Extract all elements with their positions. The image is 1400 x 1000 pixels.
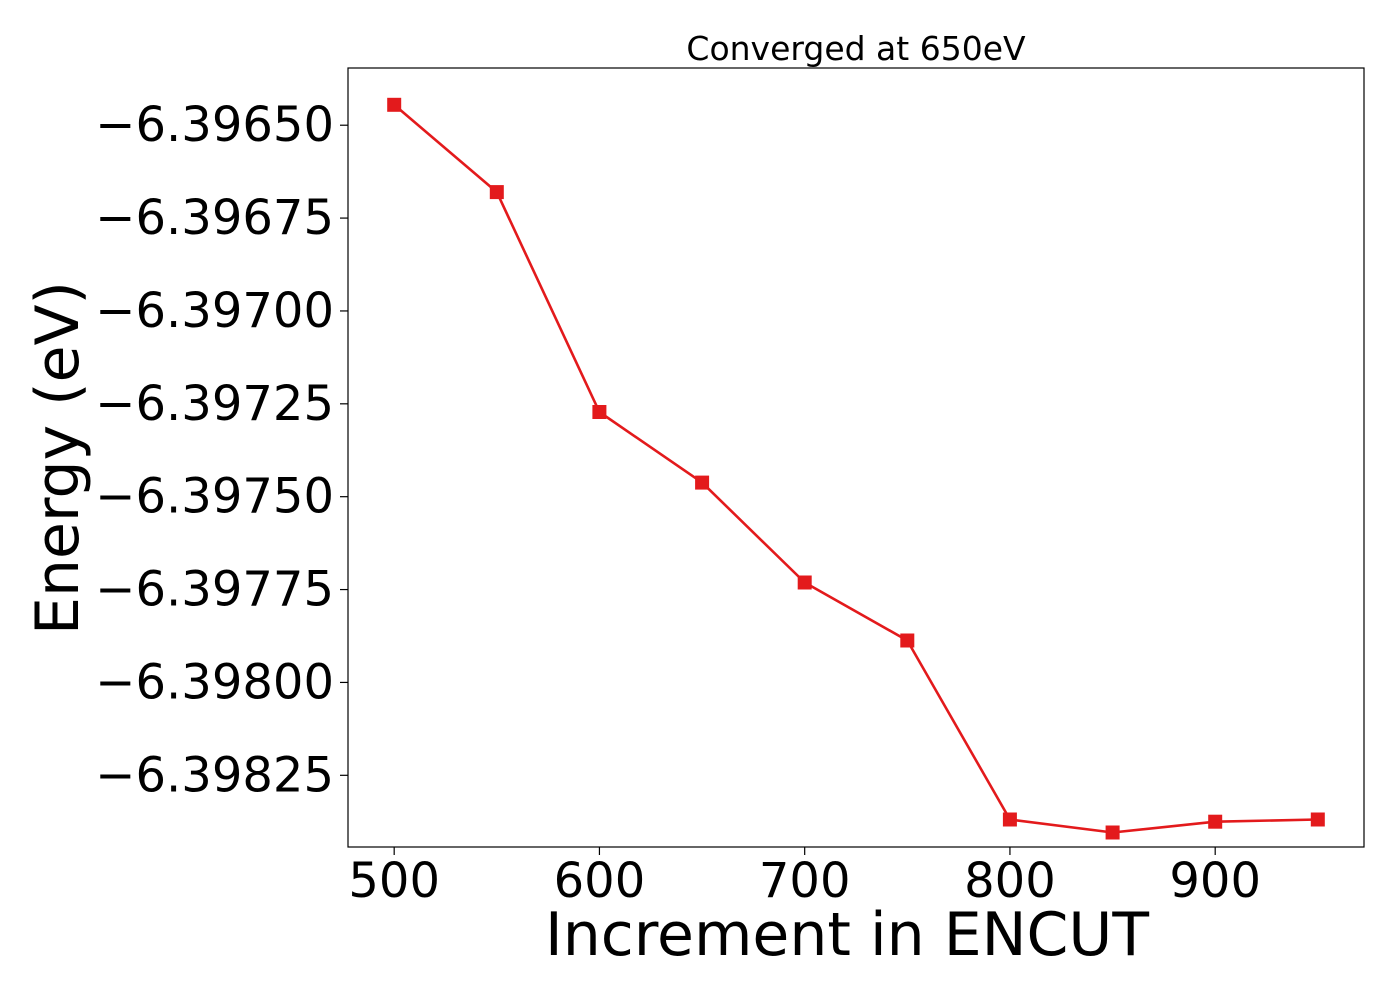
series-markers bbox=[387, 97, 1325, 840]
y-axis-label: Energy (eV) bbox=[23, 281, 93, 635]
y-tick-label: −6.39775 bbox=[95, 562, 334, 618]
x-tick-label: 900 bbox=[1169, 853, 1261, 909]
data-point bbox=[489, 185, 504, 200]
data-point bbox=[900, 633, 915, 648]
y-tick-label: −6.39750 bbox=[95, 469, 334, 525]
y-tick-label: −6.39700 bbox=[95, 283, 334, 339]
data-point bbox=[1105, 825, 1120, 840]
series-line bbox=[393, 103, 1318, 834]
x-tick-label: 700 bbox=[759, 853, 851, 909]
y-tick-label: −6.39800 bbox=[95, 654, 334, 710]
data-point bbox=[592, 405, 607, 419]
y-tick-label: −6.39725 bbox=[95, 376, 334, 432]
data-point bbox=[387, 97, 402, 112]
y-tick-label: −6.39675 bbox=[95, 190, 334, 246]
x-tick-label: 800 bbox=[964, 853, 1056, 909]
y-tick-label: −6.39650 bbox=[95, 97, 334, 153]
x-tick-label: 500 bbox=[348, 853, 440, 909]
x-axis-ticks: 500 600 700 800 900 bbox=[348, 847, 1261, 909]
data-point bbox=[1310, 812, 1325, 827]
x-tick-label: 600 bbox=[554, 853, 646, 909]
data-point bbox=[1002, 812, 1017, 827]
y-axis-ticks: −6.39650 −6.39675 −6.39700 −6.39725 −6.39750… bbox=[95, 97, 348, 803]
data-point bbox=[797, 575, 812, 590]
data-point bbox=[695, 475, 710, 490]
y-tick-label: −6.39825 bbox=[95, 747, 334, 803]
data-point bbox=[1208, 814, 1223, 829]
x-axis-label: Increment in ENCUT bbox=[545, 900, 1149, 970]
chart-title: Converged at 650eV bbox=[686, 29, 1026, 68]
plot-frame bbox=[347, 67, 1365, 848]
